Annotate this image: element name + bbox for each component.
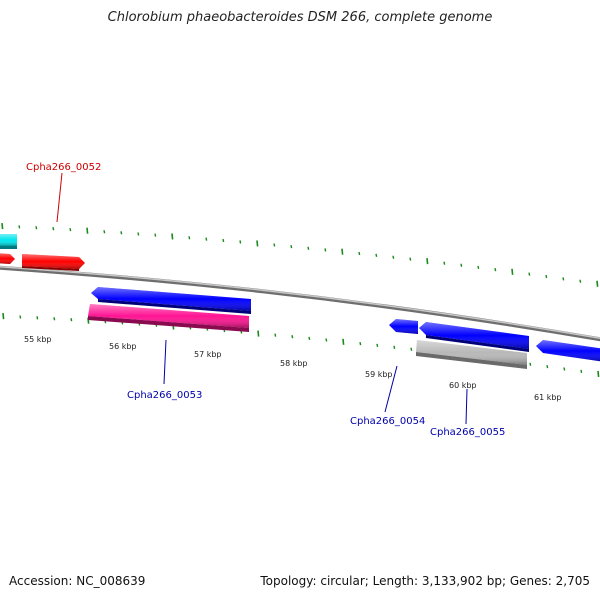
gene-blue-0053-top[interactable] bbox=[91, 287, 251, 314]
tick-minor bbox=[324, 248, 327, 252]
gene-red-partial[interactable] bbox=[0, 253, 15, 264]
tick-minor bbox=[477, 265, 480, 270]
tick-minor bbox=[325, 338, 328, 342]
tick-minor bbox=[580, 369, 583, 374]
scale-labels: 55 kbp 56 kbp 57 kbp 58 kbp 59 kbp 60 kb… bbox=[24, 335, 562, 402]
gene-label-cpha266-0054[interactable]: Cpha266_0054 bbox=[350, 416, 425, 427]
tick-minor bbox=[358, 251, 361, 256]
tick-minor bbox=[19, 315, 22, 319]
tick-minor bbox=[70, 318, 73, 322]
gene-blue-0055-top[interactable] bbox=[419, 322, 529, 352]
tick-minor bbox=[460, 263, 463, 267]
tick-minor bbox=[35, 226, 38, 230]
tick-minor bbox=[359, 341, 362, 346]
gene-label-cpha266-0052[interactable]: Cpha266_0052 bbox=[26, 162, 101, 173]
tick-major bbox=[511, 268, 514, 275]
backbone-line bbox=[0, 265, 600, 342]
tick-major bbox=[597, 370, 600, 377]
tick-minor bbox=[205, 237, 208, 241]
tick-minor bbox=[393, 345, 396, 349]
tick-major bbox=[426, 258, 429, 265]
scale-label-60kbp: 60 kbp bbox=[449, 381, 477, 390]
gene-cpha266-0052[interactable] bbox=[22, 254, 85, 271]
scale-label-59kbp: 59 kbp bbox=[365, 370, 393, 379]
gene-blue-right-partial[interactable] bbox=[536, 340, 600, 362]
tick-minor bbox=[545, 274, 548, 279]
tick-major bbox=[256, 240, 259, 247]
tick-major bbox=[342, 338, 345, 345]
scale-label-55kbp: 55 kbp bbox=[24, 335, 52, 344]
tick-major bbox=[86, 227, 89, 234]
gene-labels: Cpha266_0052 Cpha266_0053 Cpha266_0054 C… bbox=[26, 162, 505, 438]
tick-minor bbox=[392, 255, 395, 259]
tick-minor bbox=[239, 240, 242, 244]
tick-minor bbox=[273, 243, 276, 247]
gene-label-cpha266-0053[interactable]: Cpha266_0053 bbox=[127, 390, 202, 401]
gene-cpha266-0053[interactable] bbox=[88, 304, 249, 332]
tick-minor bbox=[443, 261, 446, 265]
tick-minor bbox=[375, 253, 378, 257]
tick-minor bbox=[53, 317, 56, 321]
tick-minor bbox=[188, 236, 191, 240]
genome-title: Chlorobium phaeobacteroides DSM 266, com… bbox=[107, 10, 493, 25]
genome-summary-text: Topology: circular; Length: 3,133,902 bp… bbox=[260, 574, 590, 588]
tick-minor bbox=[563, 367, 566, 371]
tick-minor bbox=[120, 231, 123, 235]
scale-label-56kbp: 56 kbp bbox=[109, 342, 137, 351]
tick-major bbox=[257, 330, 260, 337]
scale-label-57kbp: 57 kbp bbox=[194, 350, 222, 359]
tick-minor bbox=[103, 230, 106, 234]
tick-minor bbox=[562, 277, 565, 281]
tick-major bbox=[596, 280, 599, 287]
accession-text: Accession: NC_008639 bbox=[9, 574, 146, 588]
tick-minor bbox=[579, 279, 582, 283]
gene-cpha266-0054[interactable] bbox=[389, 319, 418, 334]
tick-minor bbox=[52, 227, 55, 231]
tick-minor bbox=[546, 364, 549, 369]
tick-minor bbox=[376, 343, 379, 348]
gene-label-cpha266-0055[interactable]: Cpha266_0055 bbox=[430, 427, 505, 438]
tick-minor bbox=[36, 316, 39, 320]
tick-row-outer bbox=[1, 223, 599, 287]
tick-minor bbox=[69, 227, 72, 232]
tick-major bbox=[1, 223, 4, 230]
tick-minor bbox=[154, 233, 157, 237]
scale-label-61kbp: 61 kbp bbox=[534, 393, 562, 402]
gene-label-leaders bbox=[56, 172, 468, 425]
tick-minor bbox=[307, 246, 310, 250]
scale-label-58kbp: 58 kbp bbox=[280, 359, 308, 368]
gene-cpha266-0055[interactable] bbox=[416, 340, 527, 369]
tick-minor bbox=[409, 257, 412, 261]
tick-minor bbox=[137, 232, 140, 236]
tick-minor bbox=[291, 335, 294, 339]
tick-minor bbox=[274, 333, 277, 337]
gene-cyan-partial[interactable] bbox=[0, 234, 17, 249]
tick-minor bbox=[222, 238, 225, 243]
tick-major bbox=[2, 313, 5, 320]
tick-minor bbox=[494, 267, 497, 272]
tick-minor bbox=[18, 225, 21, 229]
tick-minor bbox=[410, 347, 413, 351]
tick-minor bbox=[290, 244, 293, 249]
tick-major bbox=[341, 248, 344, 255]
tick-minor bbox=[528, 272, 531, 276]
tick-major bbox=[171, 233, 174, 240]
tick-minor bbox=[308, 336, 311, 340]
tick-minor bbox=[529, 362, 532, 366]
